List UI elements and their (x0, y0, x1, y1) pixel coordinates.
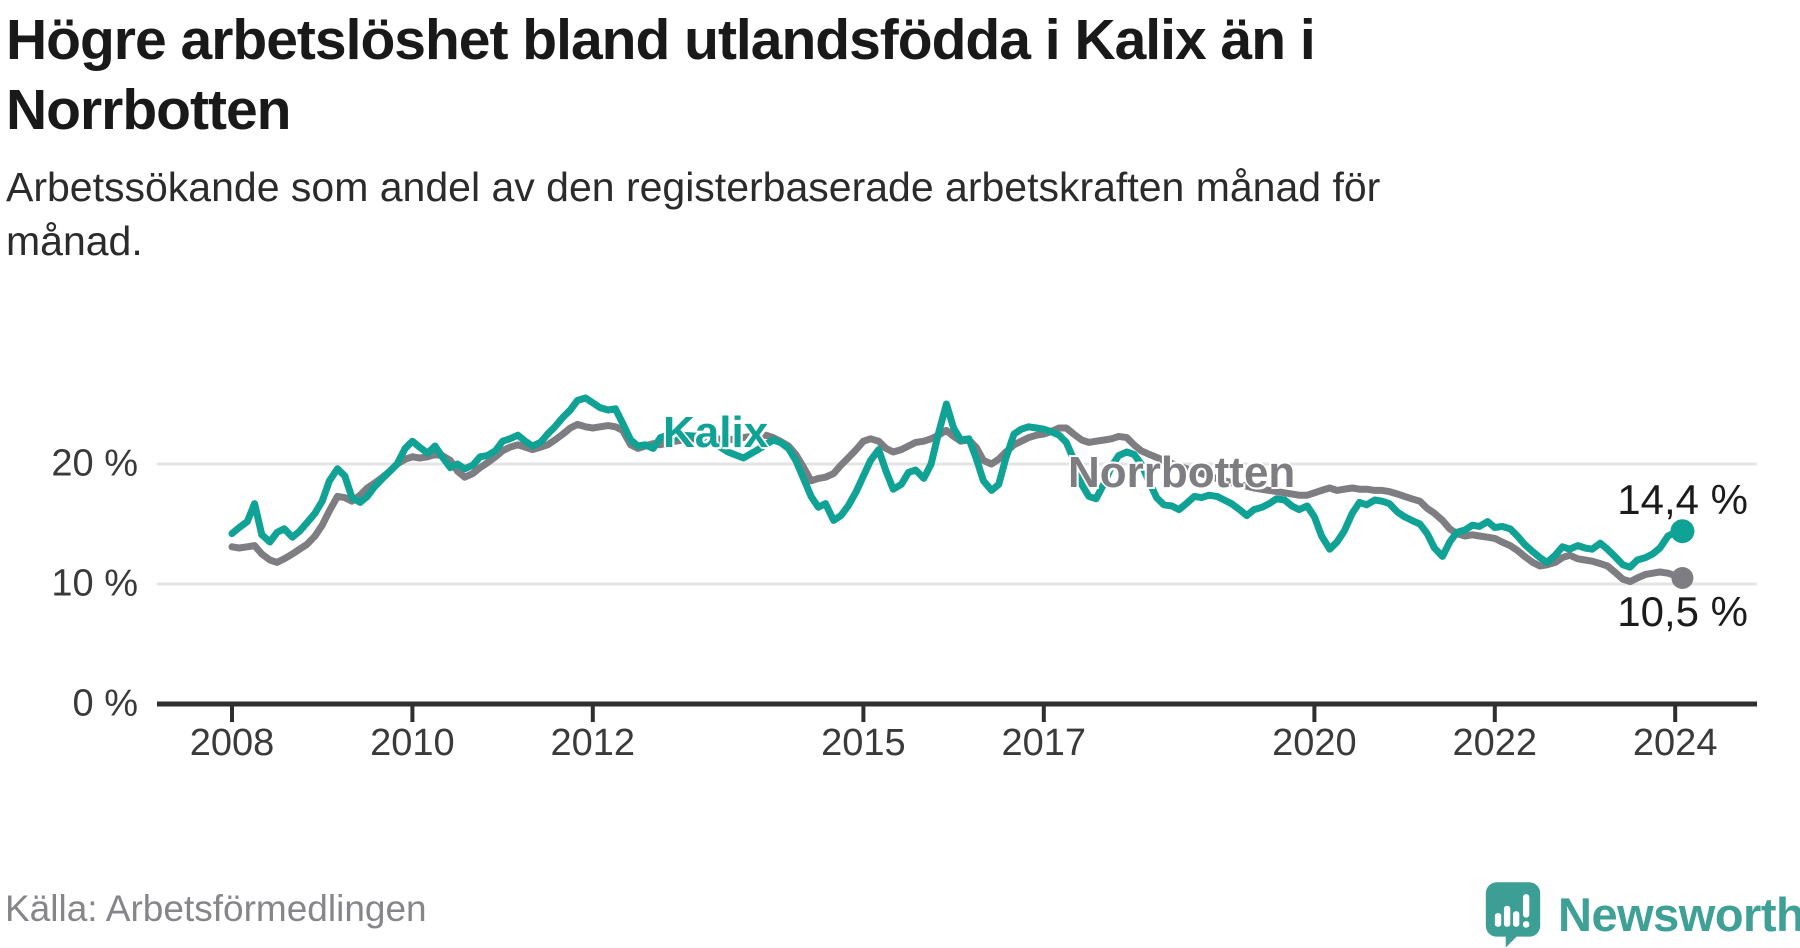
y-tick-label-0: 0 % (72, 682, 138, 725)
page-title: Högre arbetslöshet bland utlandsfödda i … (6, 6, 1776, 145)
chart-subtitle: Arbetssökande som andel av den registerb… (6, 160, 1706, 268)
x-tick-label-2010: 2010 (370, 722, 455, 764)
end-dot-norrbotten (1671, 567, 1694, 589)
series-label-kalix: Kalix (663, 408, 769, 457)
subtitle-line-2: månad. (6, 218, 143, 265)
source-note: Källa: Arbetsförmedlingen (5, 888, 427, 929)
title-line-2: Norrbotten (6, 77, 291, 142)
series-line-kalix (228, 394, 1686, 571)
x-tick-label-2012: 2012 (550, 722, 636, 764)
end-dot-kalix (1670, 519, 1695, 544)
newsworthy-wordmark: Newsworthy (1558, 887, 1800, 941)
y-tick-label-10: 10 % (51, 562, 138, 605)
x-tick-label-2024: 2024 (1632, 722, 1718, 764)
x-tick-label-2008: 2008 (189, 722, 275, 764)
x-tick-label-2020: 2020 (1272, 722, 1357, 764)
series-label-norrbotten: Norrbotten (1068, 448, 1296, 497)
newsworthy-logo: Newsworthy (1484, 880, 1800, 948)
end-value-label-norrbotten: 10,5 % (1617, 588, 1748, 635)
end-value-label-kalix: 14,4 % (1617, 476, 1748, 523)
subtitle-line-1: Arbetssökande som andel av den registerb… (6, 164, 1381, 210)
x-tick-label-2022: 2022 (1452, 722, 1538, 764)
series-line-norrbotten (228, 420, 1686, 586)
x-tick-label-2015: 2015 (821, 722, 906, 764)
x-tick-label-2017: 2017 (1001, 722, 1087, 764)
y-tick-label-20: 20 % (51, 442, 138, 485)
newsworthy-bubble-chart-icon (1485, 882, 1541, 948)
x-axis-labels: 2008 2010 2012 2015 2017 2020 2022 2024 (0, 722, 1800, 772)
title-line-1: Högre arbetslöshet bland utlandsfödda i … (6, 8, 1316, 72)
